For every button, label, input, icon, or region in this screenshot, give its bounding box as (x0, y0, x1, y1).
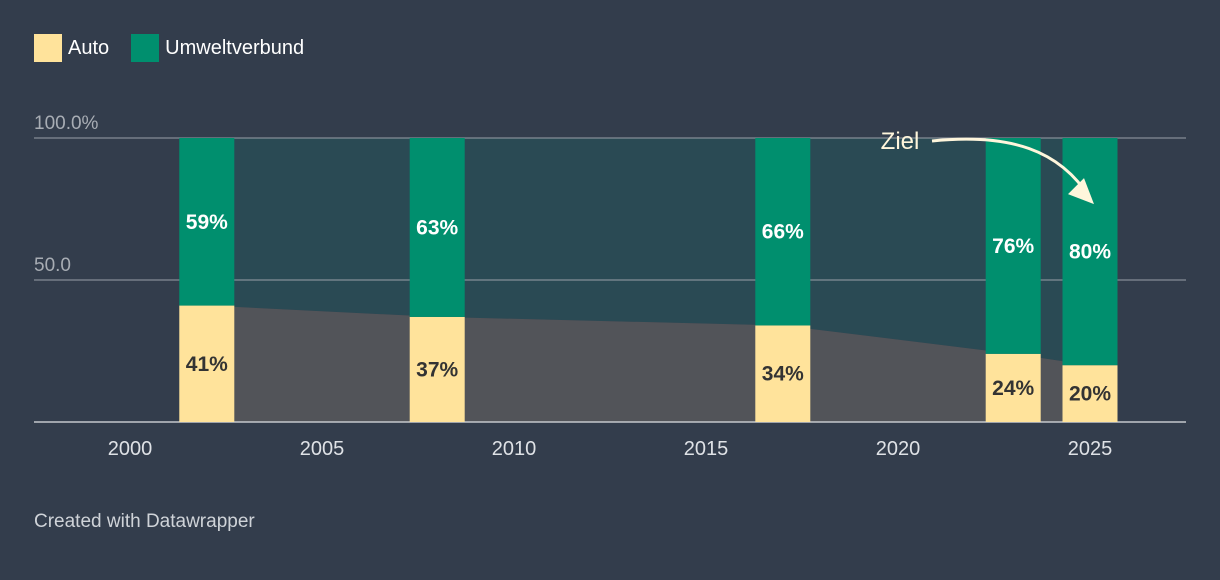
legend-swatch-umweltverbund (131, 34, 160, 62)
annotation-arrowhead (1068, 178, 1094, 205)
legend-label-auto: Auto (68, 36, 110, 59)
x-tick-label: 2000 (108, 438, 153, 460)
y-tick-label: 50.0 (34, 255, 71, 276)
data-label-auto: 34% (762, 363, 804, 386)
x-tick-label: 2015 (684, 438, 729, 460)
legend-item-umweltverbund[interactable]: Umweltverbund (131, 34, 304, 62)
legend-item-auto[interactable]: Auto (34, 34, 109, 62)
data-label-auto: 37% (416, 358, 458, 381)
data-label-umweltverbund: 66% (762, 221, 804, 244)
y-tick-label: 100.0% (34, 113, 99, 134)
data-label-umweltverbund: 80% (1069, 241, 1111, 264)
x-tick-label: 2020 (876, 438, 921, 460)
bar-umweltverbund (755, 138, 811, 326)
bar-umweltverbund (179, 138, 235, 306)
x-tick-label: 2005 (300, 438, 345, 460)
data-label-auto: 41% (186, 353, 228, 376)
bar-umweltverbund (985, 138, 1041, 354)
annotation-arrow (931, 137, 1092, 199)
bar-auto (755, 325, 811, 422)
chart: 100.0% 50.0 2000 2005 2010 2015 2020 2025 41% 59%… (34, 113, 1186, 460)
data-label-umweltverbund: 76% (992, 235, 1034, 258)
legend: Auto Umweltverbund (34, 34, 326, 62)
bar-umweltverbund (409, 138, 465, 317)
bar-auto (1062, 365, 1118, 422)
bar-auto (409, 316, 465, 422)
x-tick-label: 2010 (492, 438, 537, 460)
footer-credit: Created with Datawrapper (34, 511, 255, 532)
data-label-umweltverbund: 63% (416, 216, 458, 239)
legend-label-umweltverbund: Umweltverbund (165, 36, 305, 59)
data-label-auto: 20% (1069, 383, 1111, 406)
data-label-umweltverbund: 59% (186, 211, 228, 234)
annotation-ziel-label: Ziel (881, 128, 920, 155)
bar-auto (179, 305, 235, 422)
x-tick-label: 2025 (1068, 438, 1113, 460)
legend-swatch-auto (34, 34, 62, 62)
data-label-auto: 24% (992, 377, 1034, 400)
bar-auto (985, 353, 1041, 422)
